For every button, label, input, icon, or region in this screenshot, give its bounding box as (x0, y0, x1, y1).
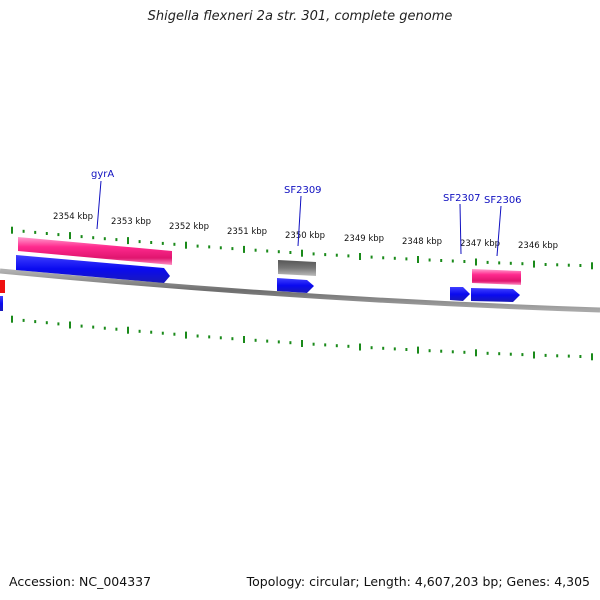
scale-label-2354: 2354 kbp (53, 212, 93, 222)
gene-label-SF2307[interactable]: SF2307 (443, 193, 481, 204)
SF2306-cds-arrow[interactable] (471, 288, 520, 302)
inner-scale-ticks (11, 315, 593, 361)
scale-label-2350: 2350 kbp (285, 231, 325, 241)
scale-label-2348: 2348 kbp (402, 237, 442, 247)
gyrA-rna-feature[interactable] (18, 237, 172, 265)
SF2309-cds-arrow[interactable] (277, 278, 314, 293)
SF2309-gray-feature[interactable] (278, 260, 316, 276)
gene-label-lines (96, 180, 502, 257)
scale-label-2347: 2347 kbp (460, 239, 500, 249)
scale-label-2349: 2349 kbp (344, 234, 384, 244)
gyrA-cds-arrow[interactable] (16, 255, 170, 283)
scale-label-2351: 2351 kbp (227, 227, 267, 237)
SF2306-rna-feature[interactable] (472, 269, 521, 285)
scale-label-2352: 2352 kbp (169, 222, 209, 232)
left-edge-blue-feature[interactable] (0, 296, 3, 311)
gene-label-SF2306[interactable]: SF2306 (484, 195, 522, 206)
gene-labels: gyrA SF2309 SF2307 SF2306 (91, 169, 522, 206)
map-title: Shigella flexneri 2a str. 301, complete … (147, 9, 453, 24)
genome-summary-text: Topology: circular; Length: 4,607,203 bp… (246, 574, 590, 589)
outer-scale-ticks (11, 226, 593, 270)
SF2307-cds-arrow[interactable] (450, 287, 470, 301)
gene-label-SF2309[interactable]: SF2309 (284, 185, 322, 196)
scale-labels: 2354 kbp 2353 kbp 2352 kbp 2351 kbp 2350… (53, 212, 558, 251)
gene-label-gyrA[interactable]: gyrA (91, 169, 114, 180)
accession-text: Accession: NC_004337 (9, 574, 152, 589)
scale-label-2353: 2353 kbp (111, 217, 151, 227)
genome-backbone (0, 268, 600, 313)
left-edge-red-feature[interactable] (0, 280, 5, 293)
scale-label-2346: 2346 kbp (518, 241, 558, 251)
